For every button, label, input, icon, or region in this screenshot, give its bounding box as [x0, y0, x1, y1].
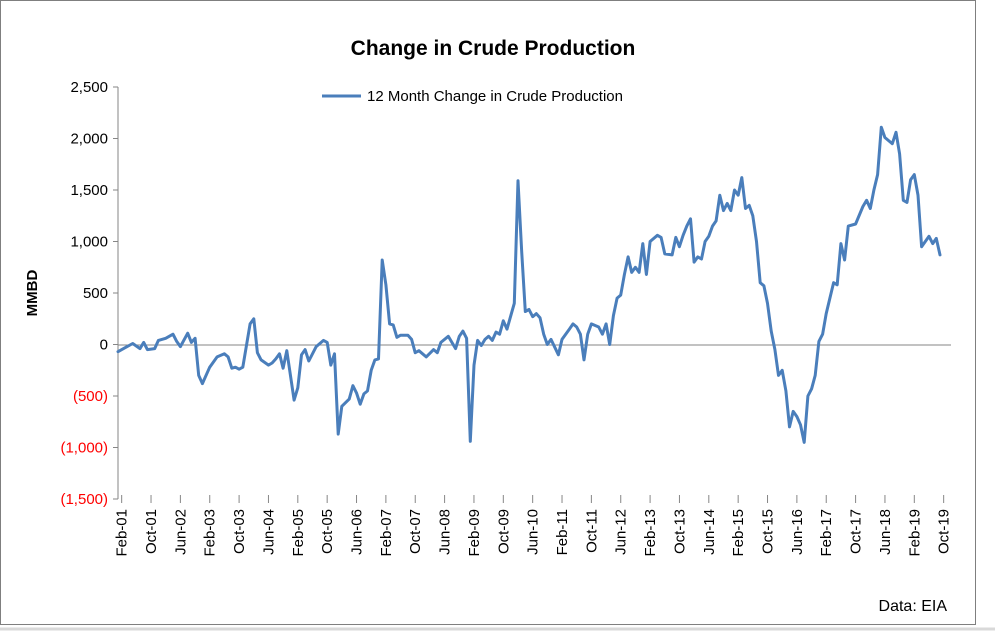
x-tick-label: Oct-11	[583, 509, 600, 553]
x-tick-label: Feb-19	[906, 509, 923, 557]
x-tick-label: Feb-03	[202, 509, 219, 557]
x-ticks: Feb-01 Oct-01 Jun-02 Feb-03 Oct-03 Jun-04 Feb-…	[114, 495, 953, 557]
x-tick-label: Oct-09	[495, 509, 512, 554]
y-tick-label: (1,500)	[60, 491, 108, 508]
y-tick-label: 1,500	[70, 182, 108, 199]
y-tick-label: 2,500	[70, 79, 108, 96]
x-tick-label: Jun-16	[789, 509, 806, 555]
x-tick-label: Feb-11	[554, 509, 571, 555]
source-note: Data: EIA	[879, 598, 948, 615]
y-tick-label: 0	[100, 337, 108, 354]
x-tick-label: Oct-13	[671, 509, 688, 554]
x-tick-label: Jun-04	[260, 509, 277, 555]
x-tick-label: Jun-02	[172, 509, 189, 555]
legend-label: 12 Month Change in Crude Production	[367, 88, 623, 105]
y-tick-label: 500	[83, 285, 108, 302]
x-tick-label: Oct-01	[143, 509, 160, 554]
x-tick-label: Feb-15	[730, 509, 747, 557]
x-tick-label: Feb-05	[290, 509, 307, 557]
x-tick-label: Jun-06	[349, 509, 366, 555]
x-tick-label: Jun-18	[877, 509, 894, 555]
x-tick-label: Jun-10	[525, 509, 542, 555]
x-tick-label: Jun-12	[613, 509, 630, 555]
y-tick-label: (500)	[73, 388, 108, 405]
x-tick-label: Feb-13	[642, 509, 659, 557]
x-tick-label: Oct-03	[231, 509, 248, 554]
x-tick-label: Oct-05	[319, 509, 336, 554]
y-tick-label: 1,000	[70, 234, 108, 251]
x-tick-label: Oct-07	[407, 509, 424, 554]
y-tick-label: 2,000	[70, 131, 108, 148]
chart-title: Change in Crude Production	[351, 37, 636, 60]
x-tick-label: Jun-14	[701, 509, 718, 555]
x-tick-label: Jun-08	[437, 509, 454, 555]
x-tick-label: Oct-15	[760, 509, 777, 554]
x-tick-label: Oct-17	[848, 509, 865, 554]
x-tick-label: Oct-19	[936, 509, 953, 554]
x-tick-label: Feb-09	[466, 509, 483, 557]
x-tick-label: Feb-01	[114, 509, 131, 557]
y-ticks: 2,500 2,000 1,500 1,000 500 0 (500) (1,000) (1,5…	[60, 79, 118, 508]
x-tick-label: Feb-07	[378, 509, 395, 557]
chart-border	[0, 0, 976, 625]
x-tick-label: Feb-17	[818, 509, 835, 557]
y-axis-label: MMBD	[24, 270, 41, 317]
series-line-12-month-change	[116, 125, 942, 444]
y-tick-label: (1,000)	[60, 440, 108, 457]
